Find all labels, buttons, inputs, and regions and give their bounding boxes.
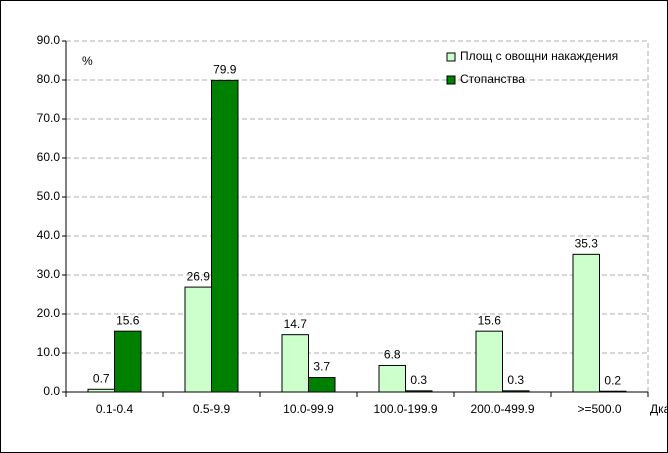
bar: [184, 286, 212, 393]
y-tick-label: 0.0: [43, 384, 60, 398]
value-label: 6.8: [384, 348, 401, 362]
y-tick-label: 40.0: [37, 228, 61, 242]
x-tick-label: >=500.0: [577, 402, 621, 416]
y-tick-label: 50.0: [37, 189, 61, 203]
x-tick-label: 100.0-199.9: [373, 402, 437, 416]
y-tick-label: 90.0: [37, 33, 61, 47]
bar: [475, 330, 503, 393]
bar: [211, 79, 239, 393]
value-label: 0.2: [604, 373, 621, 387]
bar: [308, 377, 336, 393]
legend-label: Площ с овощни накаждения: [460, 49, 618, 63]
legend-swatch: [446, 75, 456, 85]
value-label: 14.7: [284, 317, 308, 331]
value-label: 0.7: [93, 371, 110, 385]
bar: [281, 334, 309, 393]
x-tick-label: 10.0-99.9: [283, 402, 334, 416]
y-tick-label: 10.0: [37, 345, 61, 359]
y-tick-label: 80.0: [37, 72, 61, 86]
bar: [572, 253, 600, 393]
x-tick-label: 200.0-499.9: [470, 402, 534, 416]
value-label: 26.9: [187, 269, 211, 283]
legend-swatch: [446, 52, 456, 62]
bar: [378, 364, 406, 393]
y-tick-label: 30.0: [37, 267, 61, 281]
value-label: 35.3: [575, 237, 599, 251]
x-tick-label: 0.5-9.9: [193, 402, 231, 416]
bar: [114, 330, 142, 393]
y-tick-label: 20.0: [37, 306, 61, 320]
x-axis-label: Дка: [650, 402, 668, 416]
legend-label: Стопанства: [460, 72, 525, 86]
y-tick-label: 60.0: [37, 150, 61, 164]
value-label: 79.9: [213, 63, 237, 77]
value-label: 3.7: [313, 360, 330, 374]
value-label: 15.6: [116, 313, 140, 327]
value-label: 0.3: [507, 373, 524, 387]
x-tick-label: 0.1-0.4: [96, 402, 134, 416]
y-tick-label: 70.0: [37, 111, 61, 125]
y-axis-label: %: [82, 54, 93, 68]
value-label: 15.6: [478, 313, 502, 327]
value-label: 0.3: [410, 373, 427, 387]
